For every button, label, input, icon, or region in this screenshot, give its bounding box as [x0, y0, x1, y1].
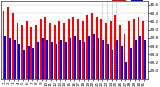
- Bar: [12, 13, 14, 79]
- Bar: [18, 44, 20, 79]
- Bar: [56, 44, 57, 79]
- Bar: [84, 42, 85, 79]
- Bar: [142, 21, 144, 79]
- Bar: [130, 48, 132, 79]
- Bar: [93, 34, 95, 79]
- Bar: [91, 13, 93, 79]
- Bar: [32, 48, 34, 79]
- Bar: [112, 50, 113, 79]
- Bar: [65, 42, 67, 79]
- Bar: [51, 42, 53, 79]
- Bar: [74, 36, 76, 79]
- Bar: [133, 19, 135, 79]
- Bar: [46, 40, 48, 79]
- Bar: [37, 42, 39, 79]
- Bar: [107, 44, 109, 79]
- Bar: [68, 19, 70, 79]
- Bar: [63, 23, 65, 79]
- Bar: [3, 11, 4, 79]
- Bar: [110, 21, 112, 79]
- Bar: [128, 21, 130, 79]
- Bar: [116, 40, 118, 79]
- Bar: [135, 40, 137, 79]
- Bar: [119, 25, 121, 79]
- Bar: [42, 38, 44, 79]
- Bar: [98, 38, 99, 79]
- Bar: [58, 21, 60, 79]
- Bar: [35, 25, 37, 79]
- Bar: [60, 40, 62, 79]
- Bar: [49, 23, 51, 79]
- Bar: [77, 19, 79, 79]
- Bar: [105, 23, 107, 79]
- Bar: [44, 17, 46, 79]
- Bar: [121, 46, 123, 79]
- Bar: [16, 23, 18, 79]
- Bar: [4, 36, 6, 79]
- Bar: [138, 17, 139, 79]
- Bar: [70, 38, 72, 79]
- Bar: [31, 27, 32, 79]
- Bar: [7, 7, 9, 79]
- Bar: [125, 62, 127, 79]
- Bar: [21, 25, 23, 79]
- Bar: [14, 40, 16, 79]
- Bar: [144, 40, 146, 79]
- Bar: [96, 17, 98, 79]
- Bar: [26, 21, 28, 79]
- Bar: [139, 36, 141, 79]
- Bar: [82, 21, 84, 79]
- Bar: [28, 46, 30, 79]
- Bar: [54, 25, 56, 79]
- Bar: [100, 19, 102, 79]
- Bar: [102, 40, 104, 79]
- Bar: [40, 19, 42, 79]
- Bar: [124, 34, 125, 79]
- Bar: [9, 38, 11, 79]
- Bar: [88, 36, 90, 79]
- Bar: [86, 15, 88, 79]
- Bar: [114, 15, 116, 79]
- Bar: [79, 40, 81, 79]
- Bar: [72, 17, 74, 79]
- Bar: [23, 50, 25, 79]
